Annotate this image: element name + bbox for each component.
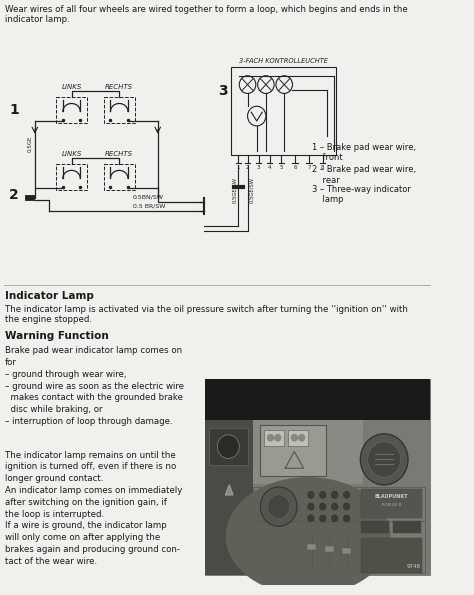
Bar <box>342 548 351 554</box>
Text: 2 – Brake pad wear wire,
    rear: 2 – Brake pad wear wire, rear <box>312 165 416 184</box>
Text: The indicator lamp is activated via the oil pressure switch after turning the '': The indicator lamp is activated via the … <box>5 305 408 324</box>
Text: 8: 8 <box>321 165 325 170</box>
Circle shape <box>343 503 350 511</box>
Circle shape <box>331 491 338 499</box>
Text: RECHTS: RECHTS <box>105 84 133 90</box>
Text: 0.5 BR/SW: 0.5 BR/SW <box>133 203 165 208</box>
Text: 3 – Three-way indicator
    lamp: 3 – Three-way indicator lamp <box>312 185 410 204</box>
Bar <box>288 430 308 446</box>
Circle shape <box>319 503 327 511</box>
Text: 0.5GE/SW: 0.5GE/SW <box>249 177 254 203</box>
Text: 0.5GE/SW: 0.5GE/SW <box>232 177 237 203</box>
Bar <box>104 164 135 190</box>
Circle shape <box>274 434 282 441</box>
Bar <box>205 378 430 575</box>
Bar <box>231 67 337 155</box>
Bar <box>56 98 87 123</box>
Bar <box>361 489 422 518</box>
Bar <box>205 420 253 575</box>
Bar <box>260 425 327 476</box>
Bar <box>104 98 135 123</box>
Bar <box>361 521 389 533</box>
Text: 3-FACH KONTROLLEUCHTE: 3-FACH KONTROLLEUCHTE <box>239 58 328 64</box>
Circle shape <box>360 434 408 485</box>
Text: Wear wires of all four wheels are wired together to form a loop, which begins an: Wear wires of all four wheels are wired … <box>5 5 407 24</box>
Circle shape <box>267 434 274 441</box>
Circle shape <box>368 441 401 477</box>
Bar <box>205 378 430 420</box>
Circle shape <box>319 491 327 499</box>
Bar <box>393 521 421 533</box>
Text: 1: 1 <box>237 165 240 170</box>
Text: 1: 1 <box>9 103 19 117</box>
Text: 5: 5 <box>280 165 283 170</box>
Circle shape <box>217 435 239 458</box>
Text: 2: 2 <box>9 188 19 202</box>
Ellipse shape <box>226 477 391 595</box>
Text: BLAUPUNKT: BLAUPUNKT <box>375 494 408 499</box>
Text: 7: 7 <box>307 165 311 170</box>
Bar <box>264 430 284 446</box>
Text: Brake pad wear indicator lamp comes on
for
– ground through wear wire,
– ground : Brake pad wear indicator lamp comes on f… <box>5 346 183 426</box>
Text: The indicator lamp remains on until the
ignition is turned off, even if there is: The indicator lamp remains on until the … <box>5 450 182 566</box>
Text: 2: 2 <box>246 165 249 170</box>
Text: 0.5BN/SW: 0.5BN/SW <box>133 195 164 200</box>
Circle shape <box>291 434 298 441</box>
Circle shape <box>319 515 327 522</box>
Text: LINKS: LINKS <box>61 84 82 90</box>
Text: 0.5GE: 0.5GE <box>28 136 33 152</box>
Text: Indicator Lamp: Indicator Lamp <box>5 291 93 301</box>
Bar <box>325 546 334 552</box>
Polygon shape <box>226 485 233 495</box>
Bar <box>253 420 363 484</box>
Bar <box>253 487 426 574</box>
Bar <box>56 164 87 190</box>
Text: Warning Function: Warning Function <box>5 330 109 340</box>
Circle shape <box>307 491 314 499</box>
Circle shape <box>343 515 350 522</box>
Text: RECHTS: RECHTS <box>105 151 133 158</box>
Bar <box>209 428 247 465</box>
Circle shape <box>298 434 305 441</box>
Circle shape <box>260 487 297 526</box>
Text: LINKS: LINKS <box>61 151 82 158</box>
Text: 1 – Brake pad wear wire,
    front: 1 – Brake pad wear wire, front <box>312 143 416 162</box>
Text: 9748: 9748 <box>407 563 420 569</box>
Text: 4: 4 <box>268 165 271 170</box>
Circle shape <box>331 515 338 522</box>
Text: 3: 3 <box>257 165 260 170</box>
Text: 6: 6 <box>293 165 297 170</box>
Bar <box>307 544 316 550</box>
Circle shape <box>331 503 338 511</box>
Circle shape <box>307 503 314 511</box>
Text: 3: 3 <box>218 84 228 99</box>
Text: RCM 82 B: RCM 82 B <box>382 503 401 506</box>
Circle shape <box>307 515 314 522</box>
Bar <box>361 538 422 572</box>
Bar <box>25 195 34 200</box>
Circle shape <box>268 495 290 518</box>
Circle shape <box>343 491 350 499</box>
